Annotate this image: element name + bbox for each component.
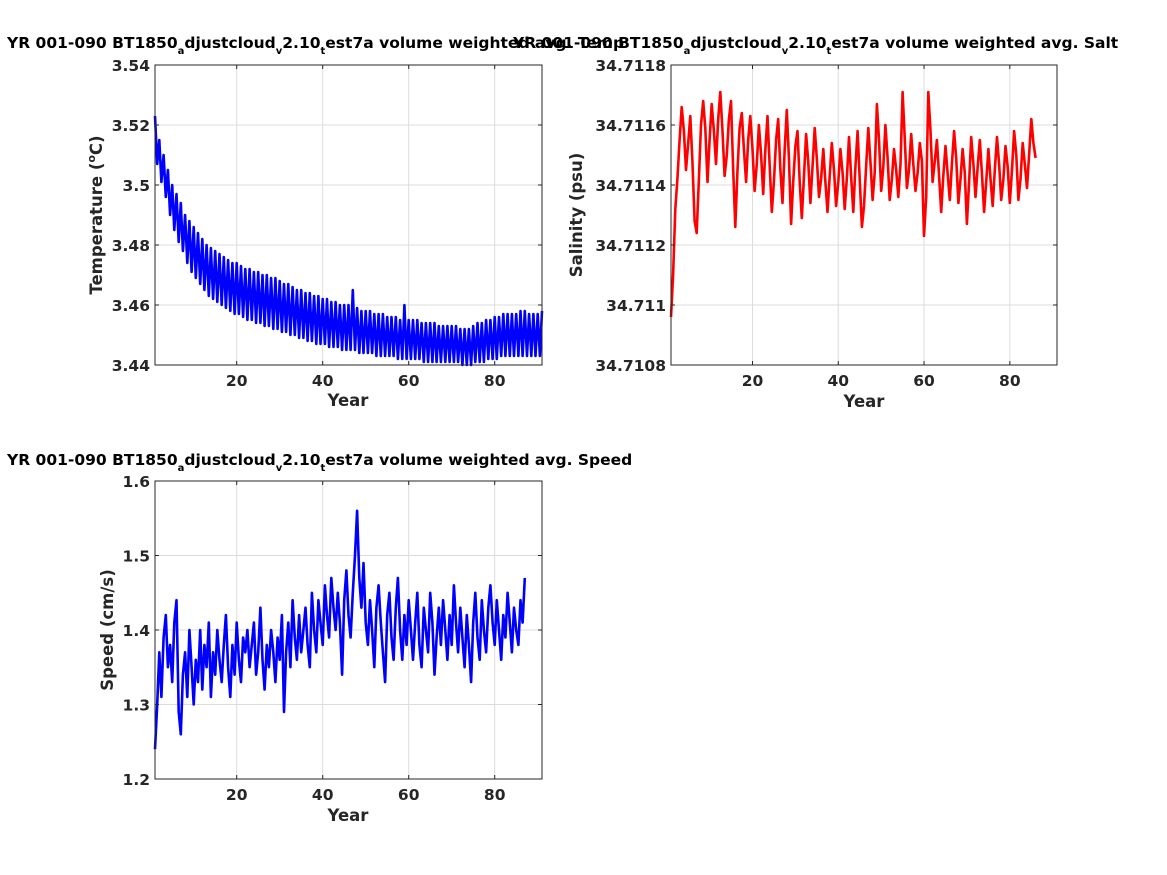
salinity-xtick-label: 80 <box>999 372 1021 390</box>
speed-xtick-label: 80 <box>484 786 506 804</box>
salinity-ytick-label: 34.7112 <box>595 237 666 255</box>
temperature-ytick-label: 3.46 <box>112 297 150 315</box>
speed-xtick-label: 40 <box>312 786 334 804</box>
salinity-xtick-label: 60 <box>913 372 935 390</box>
temperature-axes-frame <box>154 64 543 366</box>
salinity-panel: 20 40 60 80 34.7108 34.711 34.7112 34.7114 34.71… <box>512 34 1119 411</box>
temperature-ylabel-degree-sup: o <box>85 155 98 163</box>
speed-ylabel: Speed (cm/s) <box>98 569 117 691</box>
temperature-ytick-label: 3.5 <box>123 177 150 195</box>
temperature-ytick-label: 3.52 <box>112 117 150 135</box>
temperature-xtick-label: 60 <box>398 372 420 390</box>
speed-ticks: 20 40 60 80 1.2 1.3 1.4 1.5 1.6 <box>123 473 542 804</box>
salinity-series-line <box>669 90 1037 318</box>
speed-ytick-label: 1.4 <box>123 622 151 640</box>
speed-xtick-label: 20 <box>226 786 248 804</box>
temperature-ytick-label: 3.54 <box>112 57 150 75</box>
salinity-ylabel: Salinity (psu) <box>567 153 586 278</box>
temperature-xtick-label: 20 <box>226 372 248 390</box>
temperature-panel: 20 40 60 80 3.44 3.46 3.48 3.5 3.52 3.54 Year Tem… <box>6 34 624 410</box>
speed-xtick-label: 60 <box>398 786 420 804</box>
salinity-ytick-label: 34.7114 <box>595 177 666 195</box>
salinity-xtick-label: 40 <box>827 372 849 390</box>
salinity-ytick-label: 34.7108 <box>595 357 666 375</box>
salinity-xlabel: Year <box>843 392 886 411</box>
salinity-xtick-label: 20 <box>742 372 764 390</box>
salinity-title: YR 001-090 BT1850adjustcloudv2.10test7a … <box>512 34 1119 57</box>
salinity-ytick-label: 34.711 <box>606 297 666 315</box>
speed-panel: 20 40 60 80 1.2 1.3 1.4 1.5 1.6 Year Speed (cm/s… <box>6 451 632 825</box>
temperature-series-line <box>153 115 544 367</box>
salinity-ticks: 20 40 60 80 34.7108 34.711 34.7112 34.7114 34.71… <box>595 57 1057 390</box>
salinity-ytick-label: 34.7118 <box>595 57 666 75</box>
temperature-xtick-label: 80 <box>484 372 506 390</box>
temperature-title: YR 001-090 BT1850adjustcloudv2.10test7a … <box>6 34 624 57</box>
temperature-xlabel: Year <box>327 391 370 410</box>
temperature-ytick-label: 3.44 <box>112 357 150 375</box>
salinity-axes-frame <box>670 64 1058 366</box>
salinity-ytick-label: 34.7116 <box>595 117 666 135</box>
speed-ytick-label: 1.6 <box>123 473 150 491</box>
temperature-ytick-label: 3.48 <box>112 237 150 255</box>
speed-ytick-label: 1.3 <box>123 697 150 715</box>
speed-ytick-label: 1.5 <box>123 548 150 566</box>
speed-title: YR 001-090 BT1850adjustcloudv2.10test7a … <box>6 451 632 474</box>
temperature-ticks: 20 40 60 80 3.44 3.46 3.48 3.5 3.52 3.54 <box>112 57 542 390</box>
temperature-xtick-label: 40 <box>312 372 334 390</box>
temperature-ylabel: Temperature (oC) <box>85 135 106 294</box>
speed-xlabel: Year <box>327 806 370 825</box>
speed-series-line <box>153 509 527 750</box>
speed-ytick-label: 1.2 <box>123 771 150 789</box>
